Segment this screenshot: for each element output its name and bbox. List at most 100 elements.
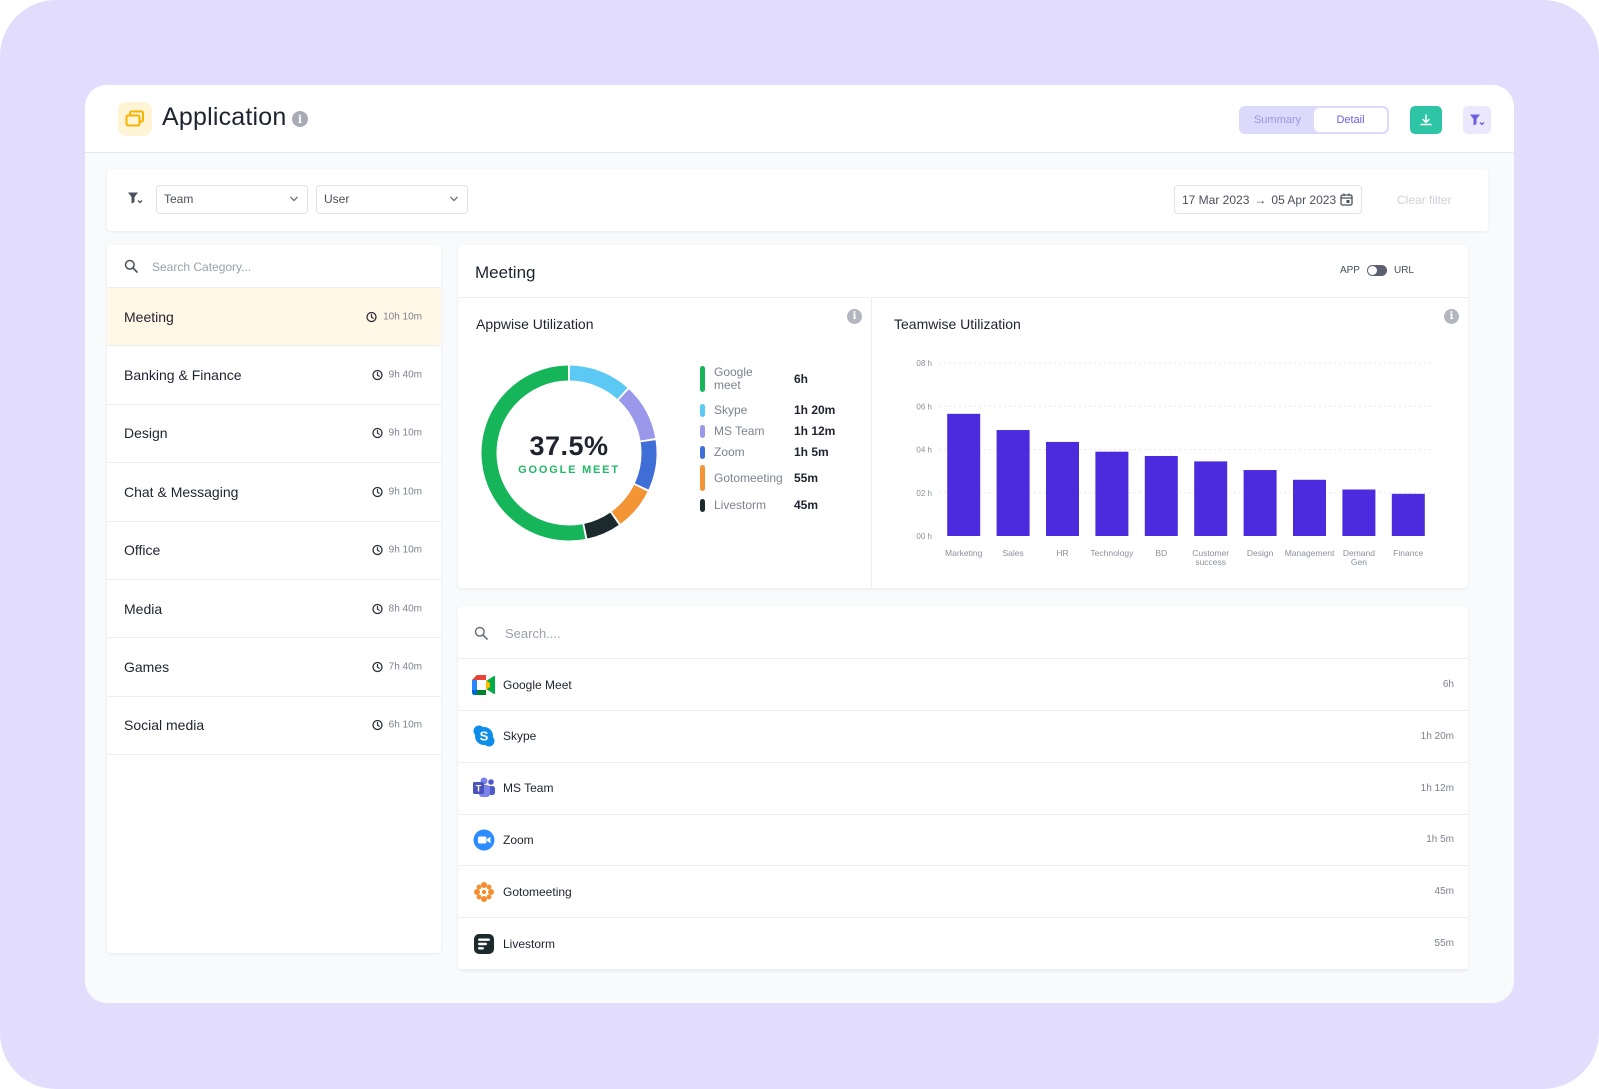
category-time: 9h 10m bbox=[371, 486, 422, 498]
info-icon[interactable]: i bbox=[1444, 309, 1459, 324]
x-tick-label: Sales bbox=[1002, 548, 1023, 558]
summary-tab[interactable]: Summary bbox=[1253, 114, 1302, 126]
bar[interactable] bbox=[1046, 441, 1079, 536]
category-time-value: 7h 40m bbox=[388, 661, 422, 673]
donut-slice[interactable] bbox=[618, 389, 656, 441]
bar[interactable] bbox=[1095, 451, 1129, 536]
category-time-value: 9h 10m bbox=[388, 544, 422, 556]
header: Application i Summary Detail bbox=[85, 85, 1514, 153]
category-item[interactable]: Design 9h 10m bbox=[107, 405, 441, 464]
donut-slice[interactable] bbox=[583, 512, 619, 539]
app-time: 1h 5m bbox=[1426, 834, 1454, 846]
legend-value: 1h 12m bbox=[794, 424, 836, 438]
app-name: Livestorm bbox=[503, 936, 556, 951]
legend-item: Livestorm 45m bbox=[700, 498, 860, 512]
date-arrow: → bbox=[1254, 192, 1267, 207]
filter-icon bbox=[127, 191, 143, 210]
app-row[interactable]: Zoom 1h 5m bbox=[458, 814, 1468, 867]
y-tick-label: 00 h bbox=[916, 532, 932, 541]
app-time: 6h bbox=[1442, 679, 1454, 690]
download-button[interactable] bbox=[1410, 106, 1442, 134]
category-time-value: 9h 10m bbox=[388, 486, 422, 498]
info-icon[interactable]: i bbox=[292, 111, 308, 127]
search-icon bbox=[124, 259, 138, 273]
legend-name: Skype bbox=[714, 402, 748, 417]
legend-swatch bbox=[700, 465, 705, 491]
app-url-switch[interactable] bbox=[1366, 265, 1387, 276]
donut-slice[interactable] bbox=[481, 365, 586, 541]
bar[interactable] bbox=[1144, 455, 1178, 536]
category-time-value: 10h 10m bbox=[383, 311, 422, 323]
svg-text:T: T bbox=[476, 784, 482, 794]
y-tick-label: 08 h bbox=[916, 359, 932, 368]
category-time: 9h 10m bbox=[371, 544, 422, 556]
donut-chart: 37.5% GOOGLE MEET bbox=[480, 364, 658, 542]
calendar-icon bbox=[1340, 193, 1353, 206]
y-tick-label: 06 h bbox=[916, 402, 932, 411]
legend-swatch bbox=[700, 403, 705, 417]
detail-tab[interactable]: Detail bbox=[1314, 108, 1387, 132]
download-icon bbox=[1420, 114, 1432, 126]
category-item[interactable]: Social media 6h 10m bbox=[107, 697, 441, 756]
skype-icon: S bbox=[472, 724, 496, 748]
y-tick-label: 04 h bbox=[916, 446, 932, 455]
legend-swatch bbox=[700, 498, 705, 512]
appwise-title: Appwise Utilization bbox=[476, 316, 594, 332]
bar[interactable] bbox=[996, 430, 1030, 536]
x-tick-label: Marketing bbox=[945, 548, 983, 558]
x-tick-label: Finance bbox=[1393, 548, 1424, 558]
app-row[interactable]: S Skype 1h 20m bbox=[458, 711, 1468, 763]
bar[interactable] bbox=[1391, 493, 1425, 536]
category-time: 9h 40m bbox=[371, 369, 422, 381]
category-item[interactable]: Banking & Finance 9h 40m bbox=[107, 346, 441, 405]
category-item[interactable]: Media 8h 40m bbox=[107, 580, 441, 639]
category-search-placeholder: Search Category... bbox=[152, 260, 252, 274]
donut-center-value: 37.5% bbox=[529, 430, 609, 461]
category-search[interactable]: Search Category... bbox=[107, 245, 441, 288]
toggle-label-url: URL bbox=[1393, 265, 1414, 276]
bar[interactable] bbox=[1293, 479, 1326, 536]
donut-slice[interactable] bbox=[569, 365, 628, 400]
clear-filter-button[interactable]: Clear filter bbox=[1397, 193, 1452, 207]
user-select-value: User bbox=[324, 192, 350, 206]
meeting-panel: Meeting APP URL Appwise Utilization i 37… bbox=[458, 245, 1468, 588]
bar[interactable] bbox=[1194, 461, 1228, 536]
team-select[interactable]: Team bbox=[156, 185, 308, 214]
app-row[interactable]: Gotomeeting 45m bbox=[458, 866, 1468, 919]
category-time: 6h 10m bbox=[371, 720, 422, 731]
category-item[interactable]: Games 7h 40m bbox=[107, 638, 441, 697]
category-item[interactable]: Meeting 10h 10m bbox=[107, 288, 441, 347]
app-search[interactable]: Search.... bbox=[458, 606, 1468, 659]
info-icon[interactable]: i bbox=[847, 309, 862, 324]
chevron-down-icon bbox=[450, 196, 458, 202]
date-range-picker[interactable]: 17 Mar 2023 → 05 Apr 2023 bbox=[1174, 185, 1362, 214]
clock-icon bbox=[371, 369, 383, 381]
donut-slice[interactable] bbox=[611, 484, 648, 524]
category-time: 10h 10m bbox=[366, 311, 422, 322]
category-name: Office bbox=[124, 542, 161, 559]
donut-slice[interactable] bbox=[634, 440, 657, 490]
x-tick-label: BD bbox=[1155, 548, 1167, 558]
zoom-icon bbox=[472, 828, 496, 852]
bar[interactable] bbox=[1243, 470, 1277, 536]
app-row[interactable]: Livestorm 55m bbox=[458, 918, 1468, 970]
app-name: Google Meet bbox=[503, 677, 572, 692]
app-time: 1h 20m bbox=[1420, 730, 1454, 742]
clock-icon bbox=[371, 428, 383, 439]
view-toggle: Summary Detail bbox=[1239, 106, 1389, 134]
teamwise-bar-chart: 00 h 02 h 04 h 06 h 08 h Marketing Sales HR Tech… bbox=[916, 359, 1433, 567]
legend-swatch bbox=[700, 424, 705, 438]
app-row[interactable]: T MS Team 1h 12m bbox=[458, 763, 1468, 815]
user-select[interactable]: User bbox=[316, 185, 468, 214]
category-time-value: 9h 10m bbox=[388, 427, 422, 439]
category-item[interactable]: Chat & Messaging 9h 10m bbox=[107, 463, 441, 522]
application-icon bbox=[118, 102, 152, 136]
x-tick-label: Demand Gen bbox=[1343, 548, 1375, 567]
app-row[interactable]: Google Meet 6h bbox=[458, 659, 1468, 711]
svg-text:S: S bbox=[480, 729, 489, 744]
x-tick-label: Technology bbox=[1090, 548, 1134, 558]
bar[interactable] bbox=[1342, 489, 1376, 536]
filter-toggle-button[interactable] bbox=[1463, 106, 1491, 134]
category-item[interactable]: Office 9h 10m bbox=[107, 522, 441, 580]
bar[interactable] bbox=[947, 413, 981, 536]
